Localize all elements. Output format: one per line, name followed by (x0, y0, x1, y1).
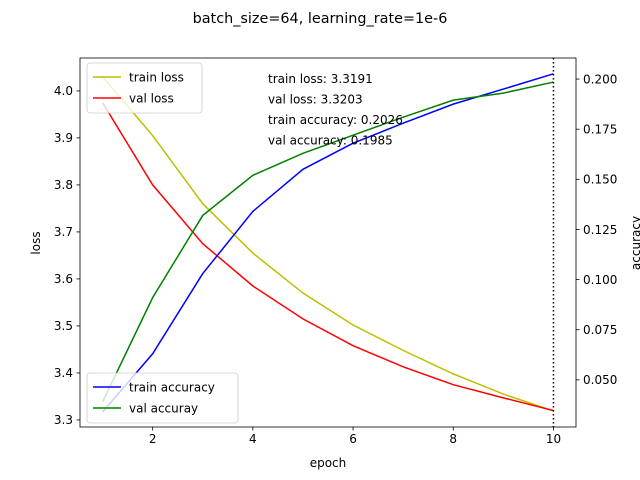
annotation-line-1: val loss: 3.3203 (268, 93, 363, 107)
y-tick-label-left-6: 3.9 (54, 131, 73, 145)
plot-frame (79, 57, 577, 428)
x-tick-label-0: 2 (149, 432, 157, 446)
y-tick-label-right-4: 0.150 (583, 173, 617, 187)
legend-loss-label-0: train loss (129, 70, 184, 84)
legend-loss-box (86, 62, 203, 114)
series-line-loss-0 (101, 76, 554, 412)
y-tick-label-right-5: 0.175 (583, 122, 617, 136)
y-tick-label-left-4: 3.7 (54, 225, 73, 239)
y-tick-label-left-3: 3.6 (54, 272, 73, 286)
x-axis-label: epoch (310, 456, 347, 470)
y-axis-label-right: accuracy (629, 216, 640, 270)
chart-title: batch_size=64, learning_rate=1e-6 (193, 11, 448, 27)
x-tick-label-2: 6 (349, 432, 357, 446)
x-tick-label-1: 4 (249, 432, 257, 446)
y-tick-label-left-0: 3.3 (54, 413, 73, 427)
plot-area: 2 4 6 8 10 3.3 3.4 3.5 3.6 3.7 3.8 3.9 4.0 0.050 0.075… (54, 57, 617, 446)
stats-annotation: train loss: 3.3191 val loss: 3.3203 train … (268, 72, 403, 148)
y-tick-label-right-1: 0.075 (583, 323, 617, 337)
y-tick-label-right-0: 0.050 (583, 373, 617, 387)
legend-loss: train loss val loss (86, 62, 203, 114)
y-tick-label-left-7: 4.0 (54, 84, 73, 98)
series-line-loss-1 (101, 102, 554, 412)
series-line-accuracy-1 (101, 81, 554, 403)
annotation-line-0: train loss: 3.3191 (268, 72, 373, 86)
legend-accuracy: train accuracy val accuray (86, 372, 239, 424)
annotation-line-2: train accuracy: 0.2026 (268, 113, 403, 127)
legend-accuracy-label-1: val accuray (129, 401, 198, 415)
y-tick-label-right-3: 0.125 (583, 223, 617, 237)
y-tick-label-right-2: 0.100 (583, 273, 617, 287)
y-axis-label-left: loss (29, 231, 43, 254)
y-tick-label-left-2: 3.5 (54, 319, 73, 333)
annotation-line-3: val accuracy: 0.1985 (268, 134, 393, 148)
x-tick-label-3: 8 (449, 432, 457, 446)
y-tick-label-left-5: 3.8 (54, 178, 73, 192)
y-tick-label-right-6: 0.200 (583, 72, 617, 86)
legend-accuracy-box (86, 372, 239, 424)
x-tick-label-4: 10 (546, 432, 561, 446)
y-tick-label-left-1: 3.4 (54, 366, 73, 380)
legend-loss-label-1: val loss (129, 91, 174, 105)
legend-accuracy-label-0: train accuracy (129, 380, 215, 394)
